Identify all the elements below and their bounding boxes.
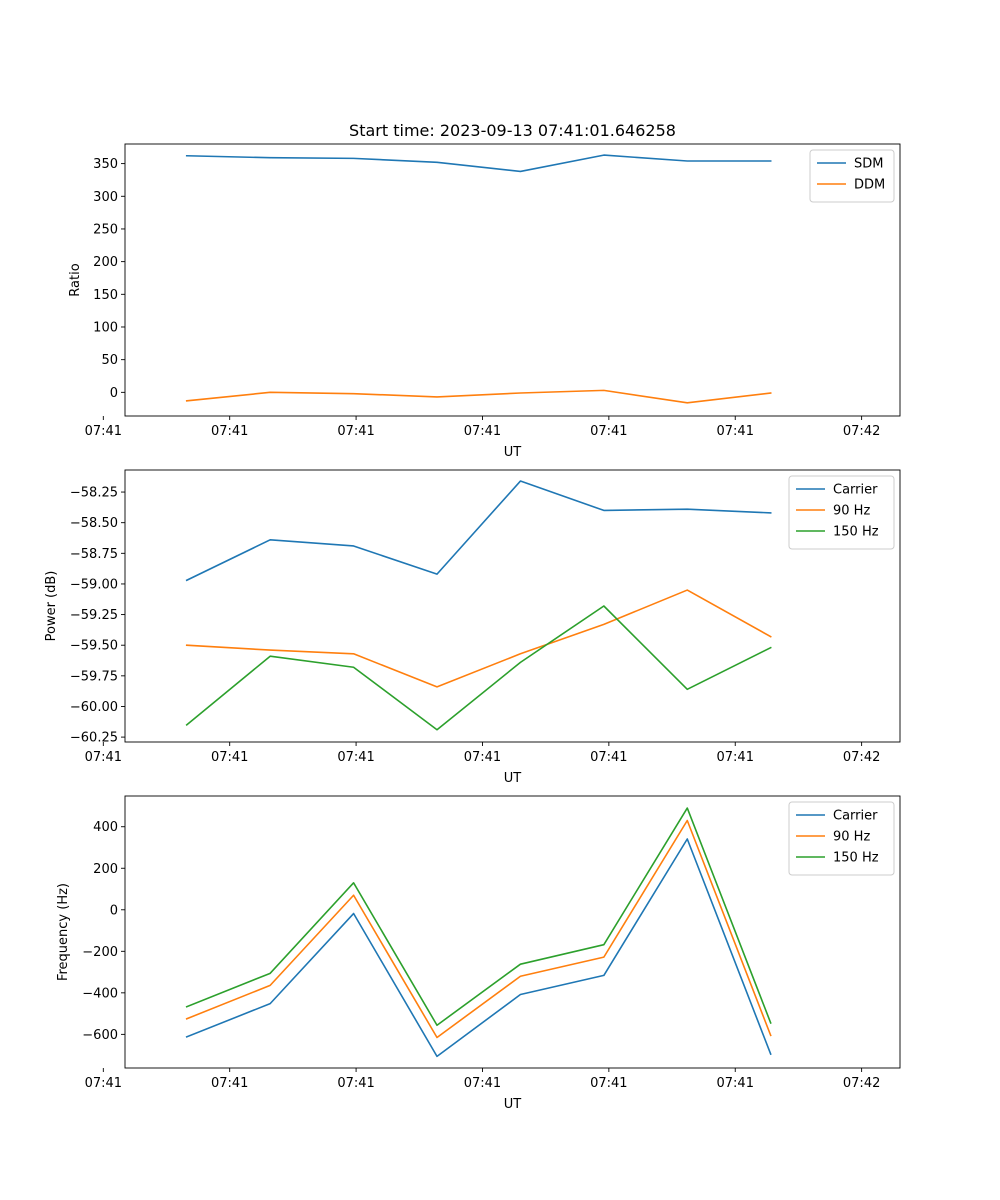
x-tick-label: 07:41 xyxy=(590,424,627,439)
y-tick-label: −58.25 xyxy=(70,486,118,501)
axes-frame xyxy=(124,469,901,743)
legend: Carrier 90 Hz 150 Hz xyxy=(788,475,895,550)
x-tick-label: 07:41 xyxy=(85,424,122,439)
y-tick-label: 250 xyxy=(93,222,118,237)
x-axis-label: UT xyxy=(504,1097,522,1112)
x-tick-label: 07:41 xyxy=(85,1076,122,1091)
x-tick-label: 07:41 xyxy=(464,424,501,439)
figure-title: Start time: 2023-09-13 07:41:01.646258 xyxy=(349,121,676,140)
x-tick-label: 07:41 xyxy=(211,750,248,765)
x-tick-label: 07:42 xyxy=(843,1076,880,1091)
y-tick-label: 0 xyxy=(110,903,118,918)
series-line-ddm xyxy=(185,389,772,404)
series-line-carrier xyxy=(185,838,772,1058)
series-line-90-hz xyxy=(185,589,772,688)
y-tick-label: −58.50 xyxy=(70,516,118,531)
y-tick-label: −59.25 xyxy=(70,608,118,623)
x-tick-label: 07:41 xyxy=(464,750,501,765)
y-tick-label: 50 xyxy=(101,353,118,368)
subplot-3: −600 −400 −200 0 200 400 07:41 07:41 07:41 07:41 0… xyxy=(56,795,901,1112)
y-tick-label: 150 xyxy=(93,288,118,303)
x-tick-label: 07:41 xyxy=(464,1076,501,1091)
x-tick-label: 07:41 xyxy=(590,1076,627,1091)
x-tick-label: 07:41 xyxy=(337,424,374,439)
series-lines xyxy=(185,480,772,731)
legend: SDM DDM xyxy=(809,149,895,203)
y-tick-label: 350 xyxy=(93,157,118,172)
legend-label: DDM xyxy=(854,178,885,193)
y-tick-label: 200 xyxy=(93,255,118,270)
x-axis-label: UT xyxy=(504,771,522,786)
y-tick-label: −200 xyxy=(82,945,118,960)
legend-label: 150 Hz xyxy=(833,525,879,540)
y-tick-label: 100 xyxy=(93,320,118,335)
legend: Carrier 90 Hz 150 Hz xyxy=(788,801,895,876)
y-tick-label: 0 xyxy=(110,386,118,401)
y-tick-label: −59.00 xyxy=(70,577,118,592)
x-tick-label: 07:41 xyxy=(590,750,627,765)
y-axis-label: Frequency (Hz) xyxy=(56,883,71,981)
subplots-container: 0 50 100 150 200 250 300 350 07:41 07:41 07:41 07:4… xyxy=(44,143,901,1112)
y-tick-label: −400 xyxy=(82,986,118,1001)
series-line-90-hz xyxy=(185,819,772,1039)
y-tick-label: −59.50 xyxy=(70,639,118,654)
y-axis-label: Ratio xyxy=(68,263,83,296)
y-tick-label: 200 xyxy=(93,862,118,877)
y-tick-label: −58.75 xyxy=(70,547,118,562)
x-tick-label: 07:41 xyxy=(211,424,248,439)
subplot-1: 0 50 100 150 200 250 300 350 07:41 07:41 07:41 07:4… xyxy=(68,143,901,460)
series-line-150-hz xyxy=(185,807,772,1027)
legend-label: Carrier xyxy=(833,483,878,498)
y-axis-label: Power (dB) xyxy=(44,571,59,642)
legend-label: SDM xyxy=(854,157,883,172)
x-tick-label: 07:41 xyxy=(85,750,122,765)
x-tick-label: 07:41 xyxy=(337,750,374,765)
series-line-carrier xyxy=(185,480,772,582)
legend-label: 90 Hz xyxy=(833,830,870,845)
legend-label: Carrier xyxy=(833,809,878,824)
y-tick-label: −60.25 xyxy=(70,731,118,746)
series-line-150-hz xyxy=(185,605,772,731)
subplot-2: −60.25 −60.00 −59.75 −59.50 −59.25 −59.00 −58.… xyxy=(44,469,901,786)
x-tick-label: 07:42 xyxy=(843,750,880,765)
y-tick-label: −600 xyxy=(82,1028,118,1043)
legend-label: 90 Hz xyxy=(833,504,870,519)
x-tick-label: 07:41 xyxy=(337,1076,374,1091)
series-lines xyxy=(185,154,772,404)
y-tick-label: 300 xyxy=(93,190,118,205)
y-tick-label: −59.75 xyxy=(70,669,118,684)
x-tick-label: 07:41 xyxy=(211,1076,248,1091)
axes-frame xyxy=(124,143,901,417)
x-tick-label: 07:41 xyxy=(717,750,754,765)
axes-frame xyxy=(124,795,901,1069)
series-line-sdm xyxy=(185,154,772,173)
legend-label: 150 Hz xyxy=(833,851,879,866)
x-tick-label: 07:41 xyxy=(717,1076,754,1091)
series-lines xyxy=(185,807,772,1058)
y-tick-label: 400 xyxy=(93,820,118,835)
y-tick-label: −60.00 xyxy=(70,700,118,715)
x-tick-label: 07:42 xyxy=(843,424,880,439)
x-axis-label: UT xyxy=(504,445,522,460)
x-tick-label: 07:41 xyxy=(717,424,754,439)
